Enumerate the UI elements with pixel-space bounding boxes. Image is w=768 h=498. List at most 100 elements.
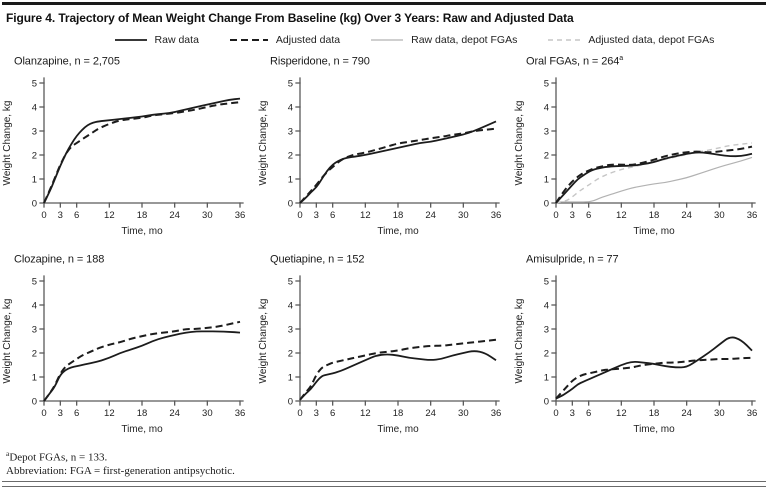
svg-text:3: 3 bbox=[32, 325, 37, 336]
svg-text:3: 3 bbox=[544, 127, 549, 138]
svg-text:1: 1 bbox=[32, 175, 37, 186]
svg-text:0: 0 bbox=[288, 397, 293, 408]
svg-text:5: 5 bbox=[544, 79, 549, 90]
svg-text:0: 0 bbox=[544, 199, 549, 210]
chart-title: Risperidone, n = 790 bbox=[270, 55, 370, 68]
svg-text:0: 0 bbox=[32, 397, 37, 408]
svg-text:Time, mo: Time, mo bbox=[121, 226, 163, 237]
svg-text:12: 12 bbox=[360, 408, 371, 419]
svg-text:24: 24 bbox=[425, 408, 436, 419]
svg-text:36: 36 bbox=[491, 408, 502, 419]
svg-text:Time, mo: Time, mo bbox=[377, 424, 419, 435]
svg-text:18: 18 bbox=[393, 408, 404, 419]
svg-text:Weight Change, kg: Weight Change, kg bbox=[258, 299, 269, 384]
svg-text:5: 5 bbox=[32, 79, 37, 90]
svg-text:36: 36 bbox=[235, 408, 246, 419]
svg-text:6: 6 bbox=[74, 408, 79, 419]
svg-text:Time, mo: Time, mo bbox=[121, 424, 163, 435]
svg-text:1: 1 bbox=[288, 373, 293, 384]
legend-label: Raw data bbox=[154, 34, 199, 46]
svg-text:6: 6 bbox=[74, 210, 79, 221]
svg-text:36: 36 bbox=[235, 210, 246, 221]
svg-text:30: 30 bbox=[202, 210, 213, 221]
svg-text:2: 2 bbox=[32, 151, 37, 162]
svg-text:0: 0 bbox=[288, 199, 293, 210]
svg-text:3: 3 bbox=[288, 325, 293, 336]
svg-text:4: 4 bbox=[288, 103, 293, 114]
charts-grid: Olanzapine, n = 2,705 0 1 2 3 4 5 0 3 6 12 18 24 30 3… bbox=[0, 51, 768, 447]
chart-title: Clozapine, n = 188 bbox=[14, 253, 105, 266]
svg-text:3: 3 bbox=[570, 210, 575, 221]
svg-text:24: 24 bbox=[169, 210, 180, 221]
svg-text:Weight Change, kg: Weight Change, kg bbox=[514, 101, 525, 186]
svg-text:30: 30 bbox=[202, 408, 213, 419]
svg-text:2: 2 bbox=[544, 151, 549, 162]
chart-quetiapine: Quetiapine, n = 152 0 1 2 3 4 5 0 3 6 12 18 24 30 36 T… bbox=[256, 249, 512, 447]
svg-text:Time, mo: Time, mo bbox=[377, 226, 419, 237]
footnote-abbreviation: Abbreviation: FGA = first-generation ant… bbox=[6, 465, 235, 478]
top-rule bbox=[2, 2, 766, 5]
svg-text:0: 0 bbox=[41, 210, 46, 221]
svg-text:12: 12 bbox=[360, 210, 371, 221]
legend: Raw data Adjusted data Raw data, depot F… bbox=[0, 27, 768, 51]
adjusted-data-line-icon bbox=[229, 39, 268, 41]
svg-text:Weight Change, kg: Weight Change, kg bbox=[2, 299, 13, 384]
chart-title: Oral FGAs, n = 264a bbox=[526, 55, 624, 68]
svg-text:36: 36 bbox=[747, 408, 758, 419]
svg-text:6: 6 bbox=[586, 408, 591, 419]
chart-title: Olanzapine, n = 2,705 bbox=[14, 55, 120, 68]
svg-text:24: 24 bbox=[681, 408, 692, 419]
chart-risperidone: Risperidone, n = 790 0 1 2 3 4 5 0 3 6 12 18 24 30 36… bbox=[256, 51, 512, 249]
svg-text:12: 12 bbox=[104, 408, 115, 419]
svg-text:4: 4 bbox=[288, 301, 293, 312]
svg-text:30: 30 bbox=[714, 210, 725, 221]
svg-text:2: 2 bbox=[544, 349, 549, 360]
svg-text:3: 3 bbox=[314, 210, 319, 221]
svg-text:12: 12 bbox=[616, 210, 627, 221]
svg-text:30: 30 bbox=[714, 408, 725, 419]
legend-label: Raw data, depot FGAs bbox=[411, 34, 518, 46]
svg-text:Weight Change, kg: Weight Change, kg bbox=[258, 101, 269, 186]
bottom-rule bbox=[2, 481, 766, 488]
svg-text:3: 3 bbox=[570, 408, 575, 419]
svg-text:18: 18 bbox=[393, 210, 404, 221]
svg-text:6: 6 bbox=[330, 408, 335, 419]
svg-text:4: 4 bbox=[544, 301, 549, 312]
svg-text:36: 36 bbox=[491, 210, 502, 221]
svg-text:24: 24 bbox=[169, 408, 180, 419]
svg-text:24: 24 bbox=[681, 210, 692, 221]
svg-text:3: 3 bbox=[58, 408, 63, 419]
svg-text:6: 6 bbox=[586, 210, 591, 221]
svg-text:18: 18 bbox=[649, 210, 660, 221]
chart-title: Amisulpride, n = 77 bbox=[526, 253, 619, 266]
raw-depot-line-icon bbox=[371, 39, 404, 41]
svg-text:1: 1 bbox=[32, 373, 37, 384]
legend-item-raw-depot: Raw data, depot FGAs bbox=[370, 34, 517, 46]
footnote-depot: aDepot FGAs, n = 133. bbox=[6, 449, 108, 464]
svg-text:24: 24 bbox=[425, 210, 436, 221]
svg-text:Weight Change, kg: Weight Change, kg bbox=[514, 299, 525, 384]
svg-text:1: 1 bbox=[544, 373, 549, 384]
legend-item-adjusted: Adjusted data bbox=[229, 34, 340, 46]
svg-text:3: 3 bbox=[314, 408, 319, 419]
legend-label: Adjusted data bbox=[275, 34, 341, 46]
svg-text:30: 30 bbox=[458, 408, 469, 419]
chart-olanzapine: Olanzapine, n = 2,705 0 1 2 3 4 5 0 3 6 12 18 24 30 3… bbox=[0, 51, 256, 249]
svg-text:1: 1 bbox=[544, 175, 549, 186]
svg-text:18: 18 bbox=[649, 408, 660, 419]
svg-text:0: 0 bbox=[297, 210, 302, 221]
figure-title: Figure 4. Trajectory of Mean Weight Chan… bbox=[6, 11, 574, 25]
svg-text:Weight Change, kg: Weight Change, kg bbox=[2, 101, 13, 186]
svg-text:5: 5 bbox=[544, 277, 549, 288]
legend-item-adjusted-depot: Adjusted data, depot FGAs bbox=[547, 34, 714, 46]
svg-text:0: 0 bbox=[41, 408, 46, 419]
svg-text:6: 6 bbox=[330, 210, 335, 221]
svg-text:4: 4 bbox=[544, 103, 549, 114]
svg-text:0: 0 bbox=[553, 408, 558, 419]
chart-title: Quetiapine, n = 152 bbox=[270, 253, 365, 266]
raw-data-line-icon bbox=[114, 39, 147, 41]
